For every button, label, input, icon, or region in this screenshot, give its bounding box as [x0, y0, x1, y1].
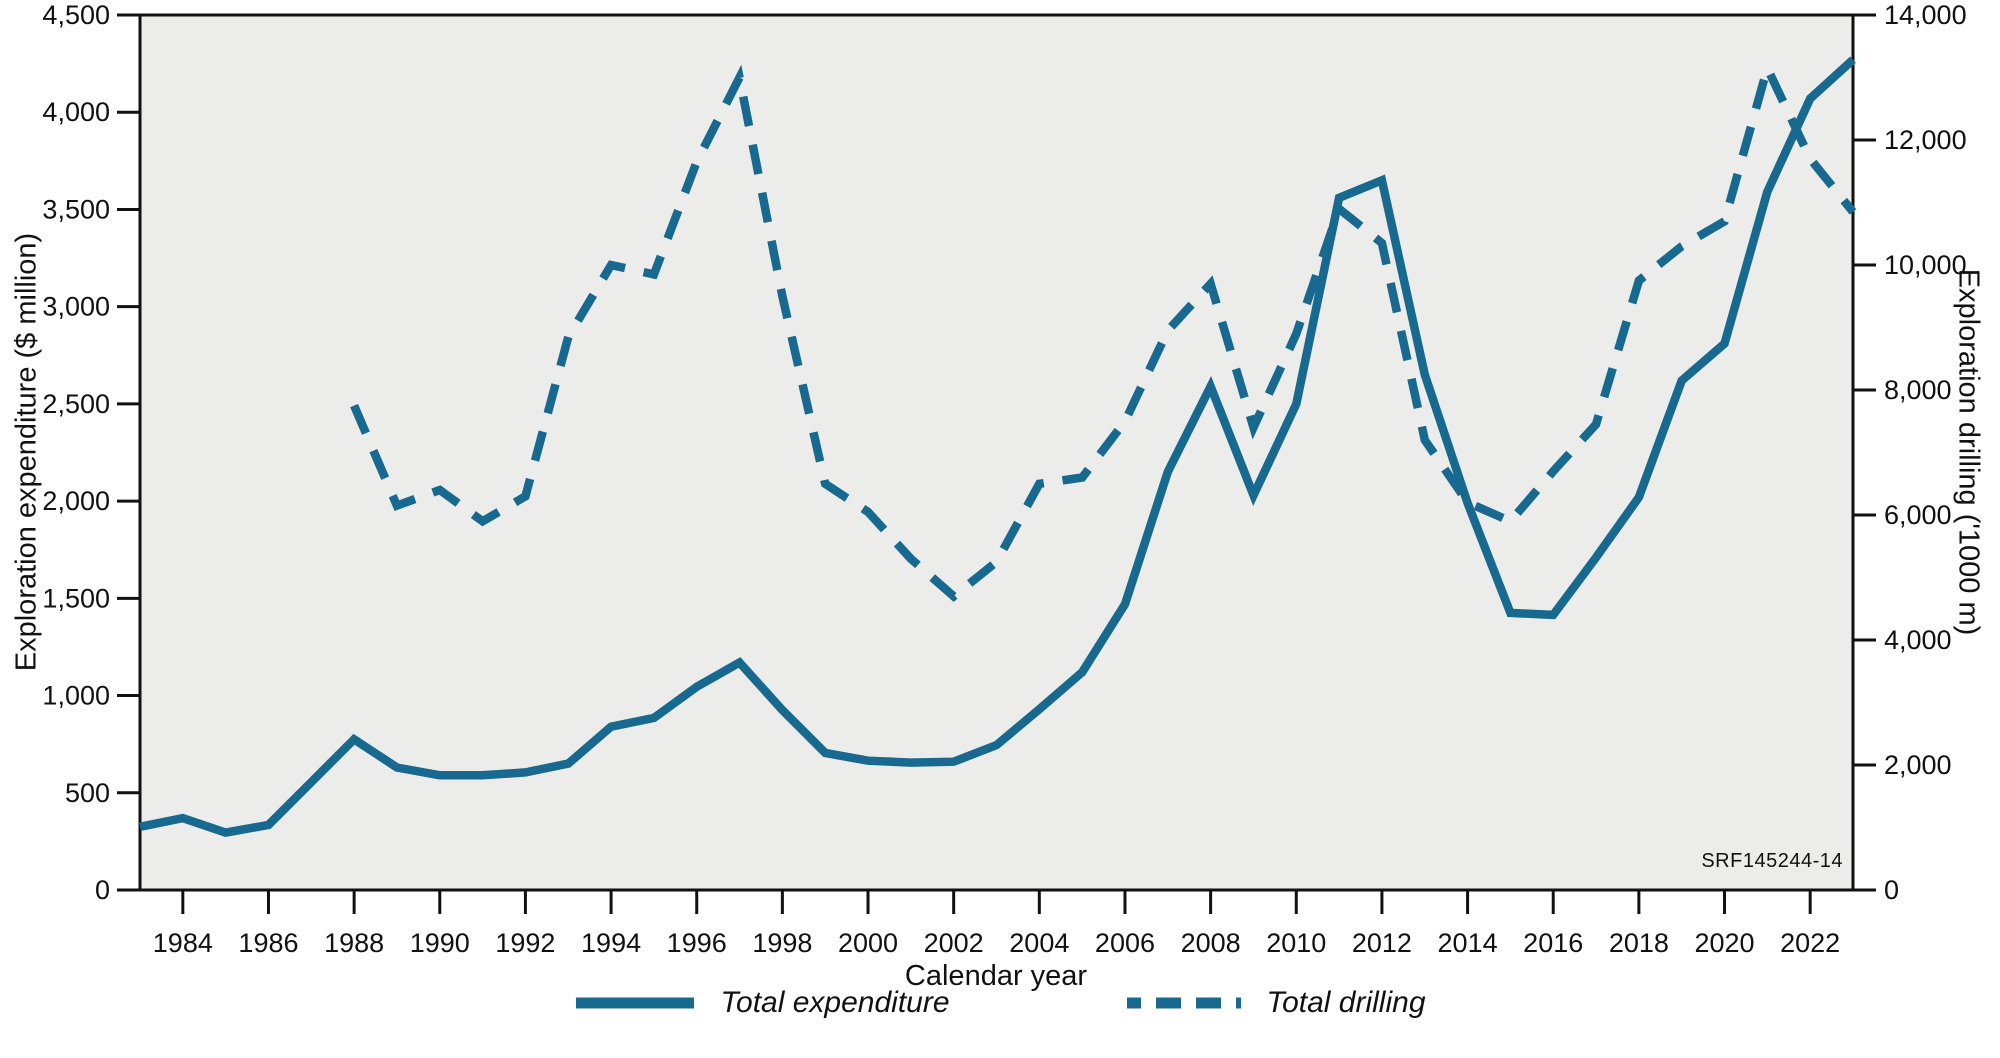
- y-right-tick-label: 14,000: [1884, 0, 1967, 30]
- x-tick-label: 2022: [1780, 928, 1840, 958]
- legend-swatch-dashed-line: [1126, 997, 1241, 1009]
- x-axis-title: Calendar year: [904, 960, 1088, 992]
- x-tick-label: 2000: [838, 928, 898, 958]
- x-tick-label: 2004: [1009, 928, 1069, 958]
- y-left-tick-label: 1,500: [42, 583, 110, 613]
- x-tick-label: 2014: [1438, 928, 1498, 958]
- y-left-tick-label: 500: [65, 778, 110, 808]
- x-tick-label: 1990: [410, 928, 470, 958]
- x-tick-label: 2012: [1352, 928, 1412, 958]
- y-left-tick-label: 3,500: [42, 194, 110, 224]
- x-tick-label: 1984: [153, 928, 213, 958]
- y-left-tick-label: 4,000: [42, 97, 110, 127]
- y-left-tick-label: 1,000: [42, 681, 110, 711]
- x-tick-label: 2018: [1609, 928, 1669, 958]
- y-right-tick-label: 8,000: [1884, 375, 1952, 405]
- y-left-tick-label: 0: [95, 875, 110, 905]
- y-right-tick-label: 2,000: [1884, 750, 1952, 780]
- y-right-tick-label: 4,000: [1884, 625, 1952, 655]
- y-right-tick-label: 0: [1884, 875, 1899, 905]
- legend-item-drilling: Total drilling: [1125, 986, 1426, 1020]
- y-left-tick-label: 4,500: [42, 0, 110, 30]
- drilling-line: [350, 55, 1857, 602]
- x-tick-label: 1994: [581, 928, 641, 958]
- y-left-tick-label: 3,000: [42, 292, 110, 322]
- legend-swatch-solid-line: [576, 997, 695, 1009]
- plot-area: [138, 13, 1855, 892]
- y-left-tick-label: 2,500: [42, 389, 110, 419]
- expenditure-line: [139, 56, 1856, 837]
- x-tick-label: 2020: [1694, 928, 1754, 958]
- x-tick-label: 1986: [238, 928, 298, 958]
- y-right-tick-label: 6,000: [1884, 500, 1952, 530]
- legend: Total expenditure Total drilling: [0, 986, 2000, 1020]
- x-tick-label: 1996: [667, 928, 727, 958]
- y-right-tick-label: 12,000: [1884, 125, 1967, 155]
- y-left-tick-label: 2,000: [42, 486, 110, 516]
- figure-id-label: SRF145244-14: [1701, 850, 1843, 872]
- x-tick-label: 2002: [924, 928, 984, 958]
- x-tick-label: 1988: [324, 928, 384, 958]
- right-axis-title: Exploration drilling ('1000 m): [1952, 268, 1985, 636]
- legend-item-expenditure: Total expenditure: [574, 986, 950, 1020]
- x-tick-label: 1998: [752, 928, 812, 958]
- x-tick-label: 2006: [1095, 928, 1155, 958]
- x-tick-label: 2008: [1181, 928, 1241, 958]
- x-tick-label: 2010: [1266, 928, 1326, 958]
- y-right-tick-label: 10,000: [1884, 250, 1967, 280]
- x-tick-label: 1992: [495, 928, 555, 958]
- left-axis-title: Exploration expenditure ($ million): [10, 232, 43, 672]
- legend-label-expenditure: Total expenditure: [720, 986, 950, 1019]
- legend-label-drilling: Total drilling: [1266, 986, 1426, 1019]
- x-tick-label: 2016: [1523, 928, 1583, 958]
